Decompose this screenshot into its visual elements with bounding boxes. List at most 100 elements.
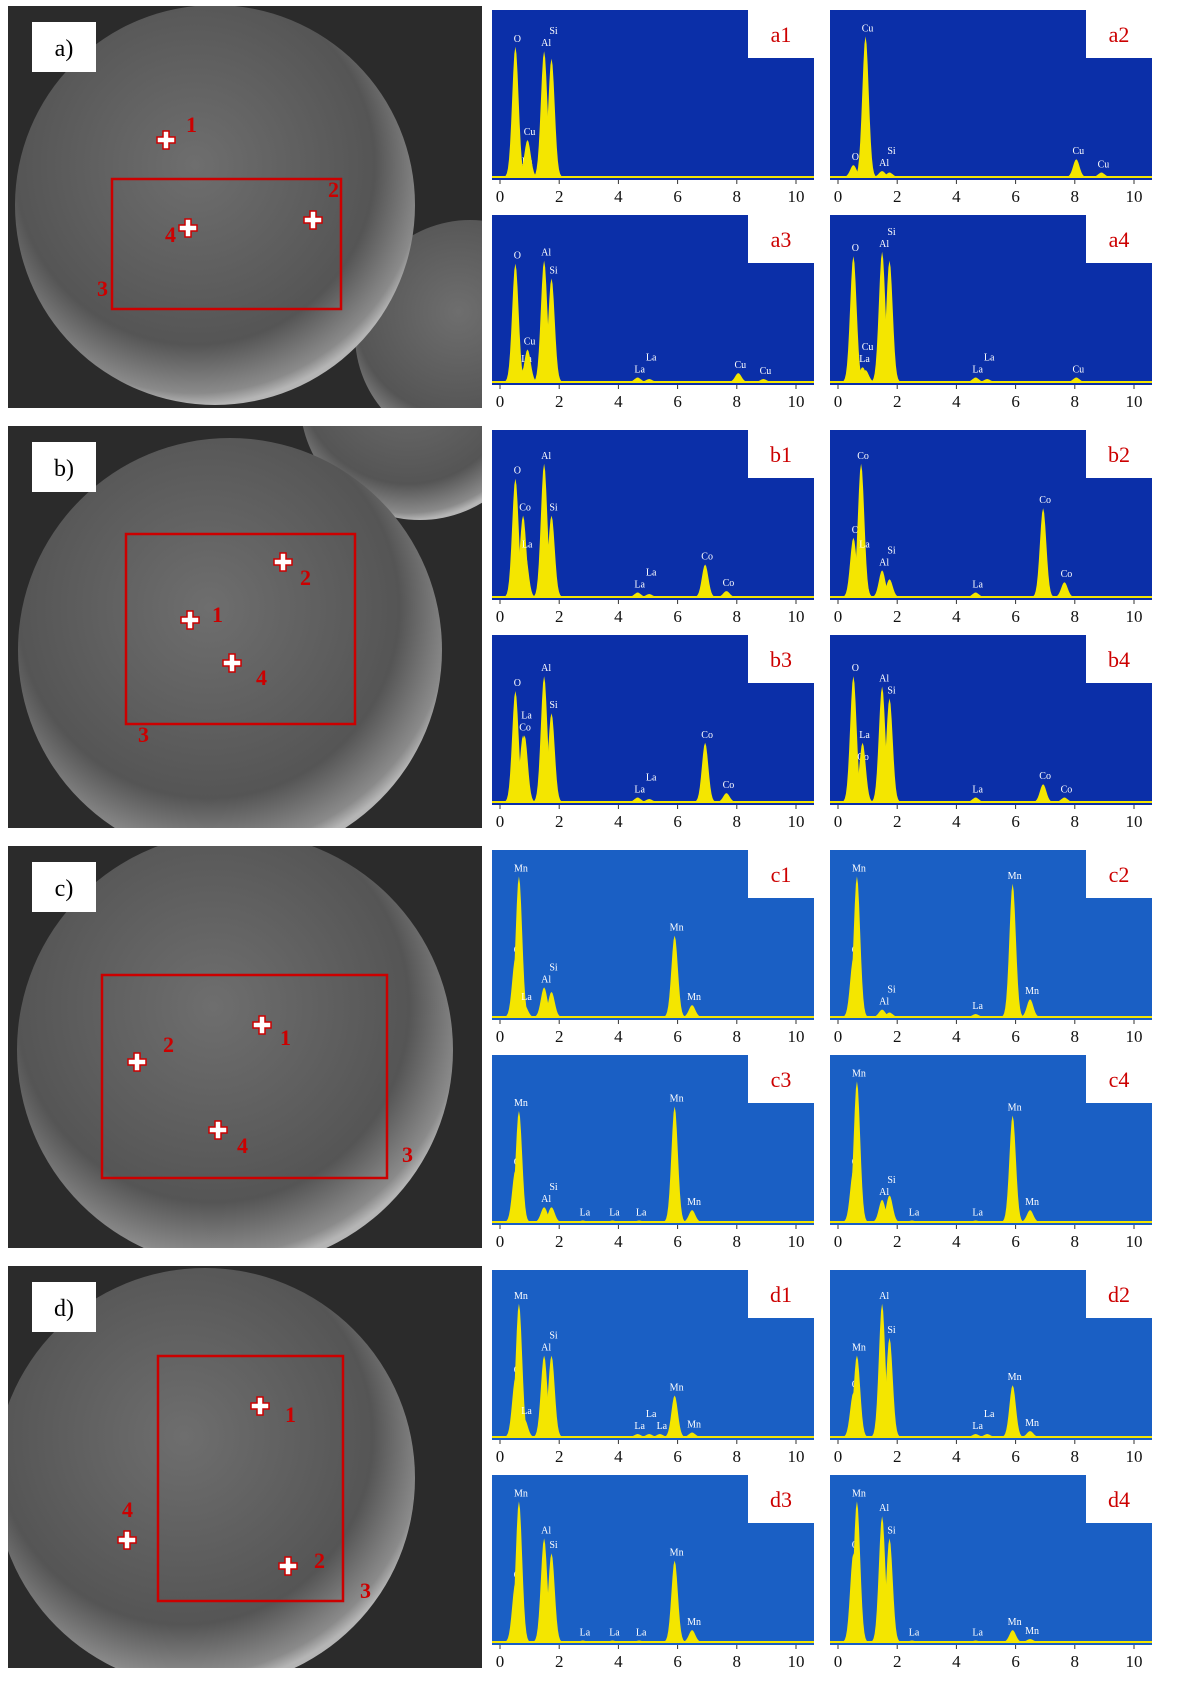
peak-label: La xyxy=(972,1208,983,1219)
x-tick-label: 4 xyxy=(952,1232,961,1251)
spectrum-label: c3 xyxy=(771,1067,792,1092)
x-tick-label: 8 xyxy=(1071,1447,1080,1466)
peak-label: La xyxy=(859,730,870,741)
peak-label: Si xyxy=(887,146,896,157)
x-tick-label: 10 xyxy=(788,812,805,831)
peak-label: La xyxy=(972,785,983,796)
spectrum: d20246810OMnAlSiLaLaMnMn xyxy=(830,1270,1152,1466)
spectrum-label: d2 xyxy=(1108,1282,1130,1307)
peak-label: O xyxy=(514,251,521,262)
peak-label: Cu xyxy=(862,342,874,353)
peak-label: Mn xyxy=(1025,1197,1039,1208)
peak-label: Co xyxy=(519,722,531,733)
peak-label: Al xyxy=(541,663,551,674)
peak-label: La xyxy=(972,1421,983,1432)
peak-label: Co xyxy=(1061,785,1073,796)
spectrum: b30246810OCoLaAlSiLaLaCoCo xyxy=(492,635,814,831)
x-tick-label: 2 xyxy=(555,1652,564,1671)
peak-label: Al xyxy=(879,1503,889,1514)
peak-label: Mn xyxy=(670,1094,684,1105)
x-tick-label: 10 xyxy=(788,187,805,206)
peak-label: Cu xyxy=(734,360,746,371)
x-tick-label: 6 xyxy=(673,187,682,206)
x-tick-label: 8 xyxy=(1071,607,1080,626)
peak-label: Co xyxy=(701,551,713,562)
x-tick-label: 4 xyxy=(614,1652,623,1671)
x-tick-label: 4 xyxy=(952,1652,961,1671)
peak-label: La xyxy=(634,785,645,796)
peak-label: Mn xyxy=(670,1548,684,1559)
spectrum-label: b4 xyxy=(1108,647,1130,672)
x-tick-label: 0 xyxy=(834,1027,843,1046)
region-label: 3 xyxy=(138,722,149,747)
peak-label: La xyxy=(646,773,657,784)
peak-label: O xyxy=(514,678,521,689)
x-tick-label: 10 xyxy=(788,1652,805,1671)
x-tick-label: 6 xyxy=(673,812,682,831)
point-label: 1 xyxy=(280,1025,291,1050)
point-label: 4 xyxy=(237,1133,248,1158)
peak-label: Si xyxy=(887,1525,896,1536)
peak-label: La xyxy=(634,1421,645,1432)
peak-label: Co xyxy=(1039,495,1051,506)
particle xyxy=(18,438,442,862)
peak-label: La xyxy=(634,365,645,376)
peak-label: Co xyxy=(723,780,735,791)
peak-label: Co xyxy=(519,503,531,514)
peak-label: Si xyxy=(887,1325,896,1336)
x-tick-label: 8 xyxy=(1071,1652,1080,1671)
x-tick-label: 6 xyxy=(1011,392,1020,411)
x-tick-label: 10 xyxy=(1126,1652,1143,1671)
x-tick-label: 8 xyxy=(733,1232,742,1251)
peak-label: Mn xyxy=(687,1617,701,1628)
peak-label: La xyxy=(521,1406,532,1417)
peak-label: Al xyxy=(541,1194,551,1205)
peak-label: Al xyxy=(541,451,551,462)
peak-label: Mn xyxy=(1025,1626,1039,1637)
panel-label: d) xyxy=(54,1296,74,1322)
x-tick-label: 8 xyxy=(1071,392,1080,411)
x-tick-label: 2 xyxy=(893,1652,902,1671)
x-tick-label: 0 xyxy=(496,1447,505,1466)
peak-label: Si xyxy=(549,1331,558,1342)
x-tick-label: 0 xyxy=(496,1232,505,1251)
x-tick-label: 2 xyxy=(555,812,564,831)
x-tick-label: 2 xyxy=(893,812,902,831)
spectrum-label: a4 xyxy=(1109,227,1130,252)
x-tick-label: 10 xyxy=(1126,392,1143,411)
peak-label: La xyxy=(972,365,983,376)
point-label: 2 xyxy=(314,1548,325,1573)
figure: a)3124a10246810OLaCuAlSia20246810OCuAlSi… xyxy=(0,0,1182,1679)
x-tick-label: 8 xyxy=(1071,1027,1080,1046)
spectrum: a30246810OLaCuAlSiLaLaCuCu xyxy=(492,215,814,411)
point-label: 1 xyxy=(186,112,197,137)
peak-label: Mn xyxy=(514,1488,528,1499)
peak-label: Mn xyxy=(1008,871,1022,882)
x-tick-label: 4 xyxy=(952,392,961,411)
x-tick-label: 0 xyxy=(834,1447,843,1466)
peak-label: Si xyxy=(549,700,558,711)
x-tick-label: 6 xyxy=(673,1027,682,1046)
spectrum: d40246810OMnAlSiLaLaMnMn xyxy=(830,1475,1152,1671)
x-tick-label: 10 xyxy=(1126,187,1143,206)
peak-label: Si xyxy=(549,1540,558,1551)
x-tick-label: 8 xyxy=(1071,187,1080,206)
x-tick-label: 2 xyxy=(555,607,564,626)
peak-label: Si xyxy=(549,265,558,276)
peak-label: Mn xyxy=(852,1488,866,1499)
x-tick-label: 8 xyxy=(733,392,742,411)
peak-label: La xyxy=(909,1208,920,1219)
x-tick-label: 4 xyxy=(952,1447,961,1466)
peak-label: Al xyxy=(879,1187,889,1198)
region-label: 3 xyxy=(97,276,108,301)
x-tick-label: 2 xyxy=(555,392,564,411)
peak-label: Co xyxy=(723,578,735,589)
peak-label: La xyxy=(521,992,532,1003)
peak-label: La xyxy=(636,1208,647,1219)
panel-label: a) xyxy=(55,36,74,62)
peak-label: La xyxy=(984,1409,995,1420)
peak-label: La xyxy=(634,580,645,591)
panel-label: b) xyxy=(54,456,74,482)
